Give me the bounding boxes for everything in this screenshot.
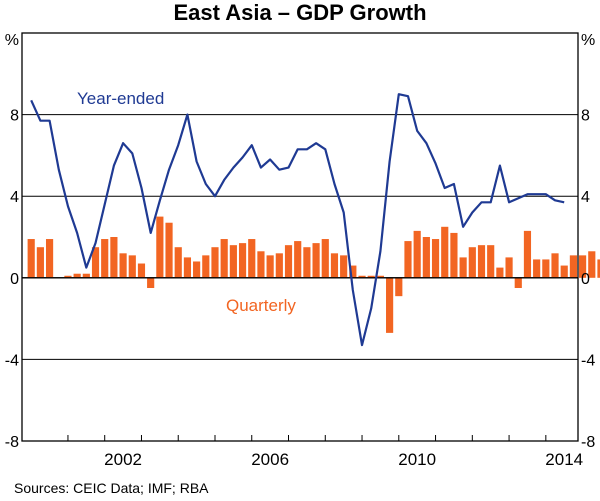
year-ended-label: Year-ended: [77, 89, 165, 108]
bar-quarterly: [477, 245, 486, 278]
bar-quarterly: [358, 275, 366, 278]
bar-quarterly: [147, 277, 155, 288]
bar-quarterly: [183, 257, 192, 278]
bar-quarterly: [284, 245, 293, 278]
bar-quarterly: [523, 230, 532, 278]
bar-quarterly: [349, 265, 357, 278]
y-tick-label-left: -8: [5, 434, 19, 451]
bar-quarterly: [450, 232, 458, 278]
bar-quarterly: [211, 247, 219, 278]
bar-quarterly: [266, 255, 274, 278]
bar-quarterly: [156, 216, 164, 278]
bar-quarterly: [597, 259, 600, 278]
bar-quarterly: [275, 253, 283, 278]
bar-quarterly: [376, 275, 384, 278]
bar-quarterly: [174, 247, 182, 278]
bar-quarterly: [487, 245, 495, 278]
bar-quarterly: [294, 241, 302, 278]
bar-quarterly: [367, 275, 375, 278]
bar-quarterly: [137, 263, 146, 278]
bar-quarterly: [468, 247, 476, 278]
quarterly-label: Quarterly: [226, 296, 296, 315]
unit-label-right: %: [581, 32, 595, 49]
bar-quarterly: [128, 255, 136, 278]
y-tick-label-left: -4: [5, 352, 19, 369]
y-tick-label-left: 0: [10, 271, 19, 288]
bar-quarterly: [431, 239, 440, 278]
bar-quarterly: [312, 243, 320, 278]
bar-quarterly: [64, 275, 72, 278]
bar-quarterly: [101, 239, 109, 278]
bar-quarterly: [27, 239, 35, 278]
bar-quarterly: [45, 239, 54, 278]
bar-quarterly: [193, 261, 201, 278]
y-tick-label-right: 4: [581, 189, 590, 206]
bar-quarterly: [560, 265, 568, 278]
y-tick-label-right: -8: [581, 434, 595, 451]
bar-quarterly: [533, 259, 541, 278]
source-note: Sources: CEIC Data; IMF; RBA: [14, 480, 209, 496]
bar-quarterly: [542, 259, 550, 278]
bar-quarterly: [404, 241, 412, 278]
line-year-ended: [30, 93, 565, 347]
y-tick-label-right: 8: [581, 108, 590, 125]
bar-quarterly: [395, 277, 403, 297]
bar-quarterly: [514, 277, 522, 288]
bar-quarterly: [386, 277, 394, 333]
bar-quarterly: [36, 247, 44, 278]
bar-quarterly: [340, 255, 348, 278]
bar-quarterly: [238, 243, 247, 278]
bar-quarterly: [422, 237, 430, 278]
bar-quarterly: [505, 257, 513, 278]
bar-quarterly: [73, 273, 81, 278]
bar-quarterly: [579, 255, 587, 278]
chart-title: East Asia – GDP Growth: [173, 0, 427, 25]
x-tick-label: 2014: [545, 450, 583, 469]
bar-quarterly: [569, 255, 577, 278]
bar-quarterly: [91, 247, 100, 278]
bar-quarterly: [257, 251, 265, 278]
y-tick-label-left: 4: [10, 189, 19, 206]
bar-quarterly: [165, 222, 173, 278]
x-tick-label: 2002: [104, 450, 142, 469]
y-tick-label-left: 8: [10, 108, 19, 125]
bar-quarterly: [441, 226, 449, 278]
bar-quarterly: [248, 239, 256, 278]
bar-quarterly: [82, 273, 90, 278]
bar-quarterly: [496, 267, 504, 278]
bar-quarterly: [303, 247, 311, 278]
bar-quarterly: [202, 255, 210, 278]
bar-quarterly: [551, 253, 559, 278]
plot-frame: [21, 32, 579, 442]
bar-quarterly: [229, 245, 237, 278]
bar-quarterly: [413, 230, 421, 278]
y-tick-label-right: 0: [581, 271, 590, 288]
bar-quarterly: [330, 253, 339, 278]
x-tick-label: 2010: [398, 450, 436, 469]
bar-quarterly: [321, 239, 329, 278]
bar-quarterly: [110, 237, 118, 278]
unit-label-left: %: [5, 32, 19, 49]
bar-quarterly: [459, 257, 467, 278]
y-tick-label-right: -4: [581, 352, 595, 369]
bar-quarterly: [220, 239, 228, 278]
bar-quarterly: [588, 251, 596, 278]
bar-quarterly: [119, 253, 127, 278]
x-tick-label: 2006: [251, 450, 289, 469]
